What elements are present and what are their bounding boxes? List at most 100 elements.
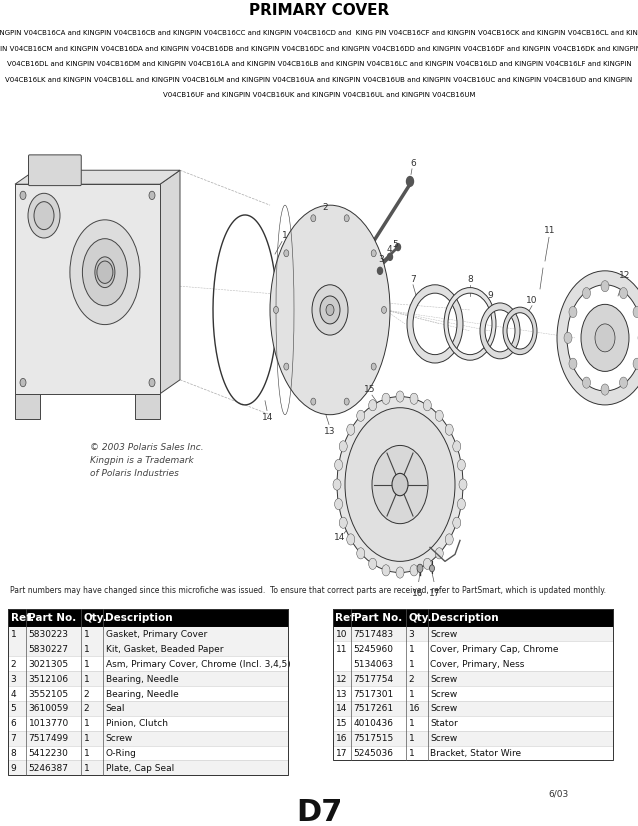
Circle shape xyxy=(344,398,349,405)
Text: 1013770: 1013770 xyxy=(29,719,69,729)
Circle shape xyxy=(382,565,390,576)
Text: 10: 10 xyxy=(526,296,538,305)
Circle shape xyxy=(564,332,572,344)
Text: 16: 16 xyxy=(408,705,420,714)
Circle shape xyxy=(633,358,638,369)
Circle shape xyxy=(595,324,615,352)
Circle shape xyxy=(339,441,347,452)
Text: 3021305: 3021305 xyxy=(29,660,69,669)
Circle shape xyxy=(429,565,434,572)
Circle shape xyxy=(445,424,453,435)
Text: 3610059: 3610059 xyxy=(29,705,69,714)
Text: Stator: Stator xyxy=(431,719,458,729)
Text: 13: 13 xyxy=(324,427,336,436)
Text: 15: 15 xyxy=(364,385,376,394)
Text: 10: 10 xyxy=(336,629,347,638)
Text: Qty.: Qty. xyxy=(84,613,107,623)
Circle shape xyxy=(149,378,155,387)
Circle shape xyxy=(435,548,443,559)
Text: 1: 1 xyxy=(408,660,414,669)
Text: 5830223: 5830223 xyxy=(29,629,68,638)
Circle shape xyxy=(387,254,392,260)
Bar xyxy=(15,394,40,419)
Circle shape xyxy=(453,517,461,529)
Circle shape xyxy=(312,285,348,335)
Text: 13: 13 xyxy=(336,690,347,699)
Circle shape xyxy=(457,499,465,510)
Text: 14: 14 xyxy=(262,413,274,422)
Text: 1: 1 xyxy=(84,734,89,743)
Text: 12: 12 xyxy=(619,270,631,279)
Circle shape xyxy=(619,377,628,388)
Text: 9: 9 xyxy=(10,764,16,773)
Text: 3: 3 xyxy=(378,255,384,264)
Text: 16: 16 xyxy=(412,589,424,598)
Text: 5830227: 5830227 xyxy=(29,645,68,653)
Text: Plate, Cap Seal: Plate, Cap Seal xyxy=(105,764,174,773)
Text: 7517499: 7517499 xyxy=(29,734,69,743)
Circle shape xyxy=(344,215,349,221)
Text: Description: Description xyxy=(105,613,173,623)
Circle shape xyxy=(320,296,340,324)
Text: PIN V04CB16CM and KINGPIN V04CB16DA and KINGPIN V04CB16DB and KINGPIN V04CB16DC : PIN V04CB16CM and KINGPIN V04CB16DA and … xyxy=(0,45,638,52)
Bar xyxy=(333,641,613,671)
Circle shape xyxy=(369,400,376,411)
Bar xyxy=(333,626,613,641)
Text: Ref.: Ref. xyxy=(336,613,359,623)
Text: 1: 1 xyxy=(84,629,89,638)
Circle shape xyxy=(410,393,418,405)
Bar xyxy=(8,700,288,715)
Circle shape xyxy=(382,393,390,405)
Circle shape xyxy=(333,479,341,490)
Text: 5: 5 xyxy=(392,240,398,249)
Text: Cover, Primary Cap, Chrome: Cover, Primary Cap, Chrome xyxy=(431,645,559,653)
Text: Part No.: Part No. xyxy=(353,613,402,623)
Text: 1: 1 xyxy=(408,645,414,653)
Bar xyxy=(8,610,288,626)
Circle shape xyxy=(396,391,404,402)
Text: 5412230: 5412230 xyxy=(29,749,68,758)
Circle shape xyxy=(382,306,387,313)
Text: Ref.: Ref. xyxy=(10,613,34,623)
Circle shape xyxy=(410,565,418,576)
Bar xyxy=(333,686,613,700)
Circle shape xyxy=(371,249,376,257)
Circle shape xyxy=(311,398,316,405)
Text: D7: D7 xyxy=(296,798,342,826)
Text: PRIMARY COVER: PRIMARY COVER xyxy=(249,3,389,18)
Circle shape xyxy=(582,377,591,388)
Polygon shape xyxy=(160,170,180,394)
Circle shape xyxy=(569,306,577,318)
Text: 6: 6 xyxy=(10,719,16,729)
Text: Screw: Screw xyxy=(431,690,457,699)
Text: 1: 1 xyxy=(408,690,414,699)
Text: 6: 6 xyxy=(410,159,416,168)
Text: 1: 1 xyxy=(84,675,89,684)
Circle shape xyxy=(20,378,26,387)
Text: © 2003 Polaris Sales Inc.
Kingpin is a Trademark
of Polaris Industries: © 2003 Polaris Sales Inc. Kingpin is a T… xyxy=(90,443,204,478)
Bar xyxy=(333,746,613,761)
Bar xyxy=(333,610,613,626)
Text: Description: Description xyxy=(431,613,498,623)
Text: Gasket, Primary Cover: Gasket, Primary Cover xyxy=(105,629,207,638)
Circle shape xyxy=(633,306,638,318)
Circle shape xyxy=(34,202,54,230)
Bar xyxy=(333,671,613,686)
Text: 8: 8 xyxy=(467,275,473,283)
Circle shape xyxy=(392,473,408,496)
Circle shape xyxy=(453,441,461,452)
Text: KINGPIN V04CB16CA and KINGPIN V04CB16CB and KINGPIN V04CB16CC and KINGPIN V04CB1: KINGPIN V04CB16CA and KINGPIN V04CB16CB … xyxy=(0,30,638,36)
Text: 1: 1 xyxy=(408,734,414,743)
Circle shape xyxy=(424,400,431,411)
Text: 1: 1 xyxy=(84,764,89,773)
Circle shape xyxy=(149,191,155,200)
Text: 7517515: 7517515 xyxy=(353,734,394,743)
Text: Bearing, Needle: Bearing, Needle xyxy=(105,675,178,684)
Circle shape xyxy=(457,459,465,471)
Text: Asm, Primary Cover, Chrome (Incl. 3,4,5): Asm, Primary Cover, Chrome (Incl. 3,4,5) xyxy=(105,660,290,669)
Circle shape xyxy=(581,304,629,372)
Text: Cover, Primary, Ness: Cover, Primary, Ness xyxy=(431,660,525,669)
Ellipse shape xyxy=(95,257,115,287)
Circle shape xyxy=(396,244,401,250)
Circle shape xyxy=(346,534,355,545)
